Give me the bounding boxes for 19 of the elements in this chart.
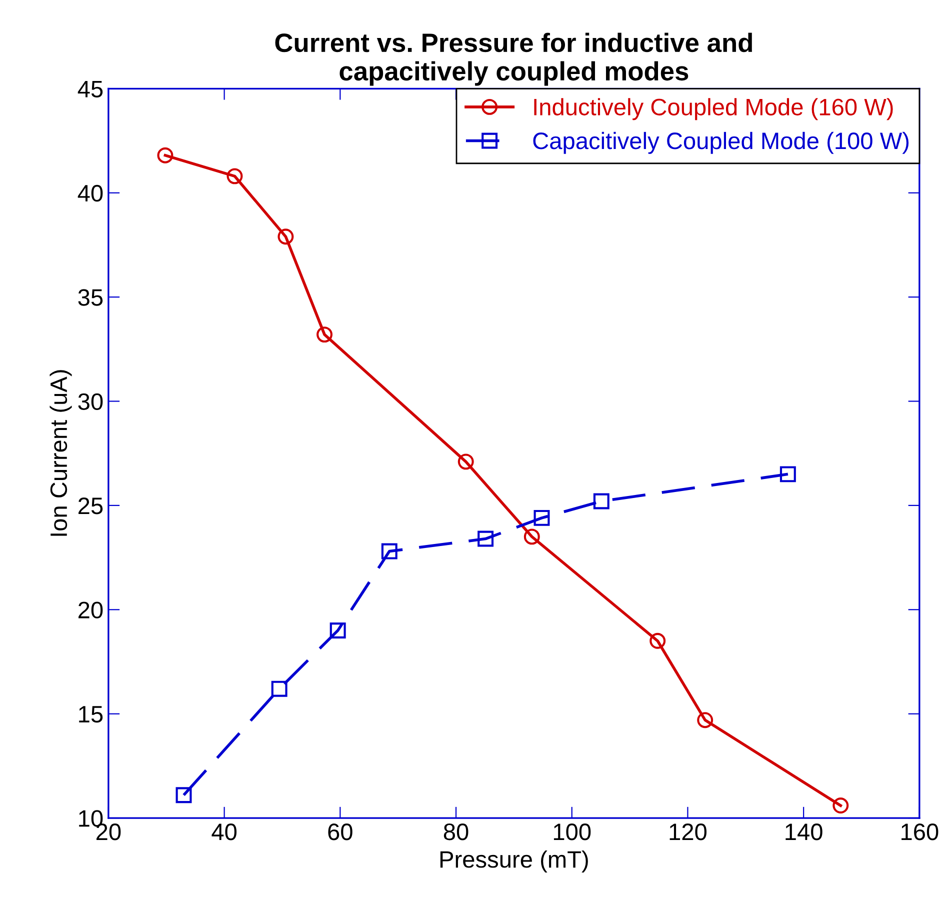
y-tick-label: 20 — [78, 602, 103, 618]
legend-label: Inductively Coupled Mode (160 W) — [534, 98, 893, 120]
x-tick-label: 160 — [902, 824, 938, 840]
legend-label: Capacitively Coupled Mode (100 W) — [533, 132, 909, 154]
y-tick-label: 40 — [78, 184, 103, 202]
x-axis-title: Pressure (mT) — [440, 850, 588, 872]
y-tick-label: 15 — [79, 706, 103, 723]
x-tick-label: 60 — [328, 824, 352, 840]
chart-title: Current vs. Pressure for inductive and capacitively coupled modes — [275, 32, 752, 86]
x-tick-label: 80 — [444, 824, 468, 840]
x-tick-label: 140 — [786, 824, 822, 840]
x-tick-label: 100 — [554, 824, 591, 840]
y-axis-title: Ion Current (uA) — [50, 370, 72, 536]
x-tick-label: 120 — [670, 824, 706, 840]
y-tick-label: 25 — [78, 498, 103, 514]
y-tick-label: 35 — [78, 289, 103, 306]
x-tick-label: 40 — [212, 824, 237, 840]
y-tick-label: 45 — [78, 80, 103, 98]
y-tick-label: 30 — [78, 393, 103, 410]
